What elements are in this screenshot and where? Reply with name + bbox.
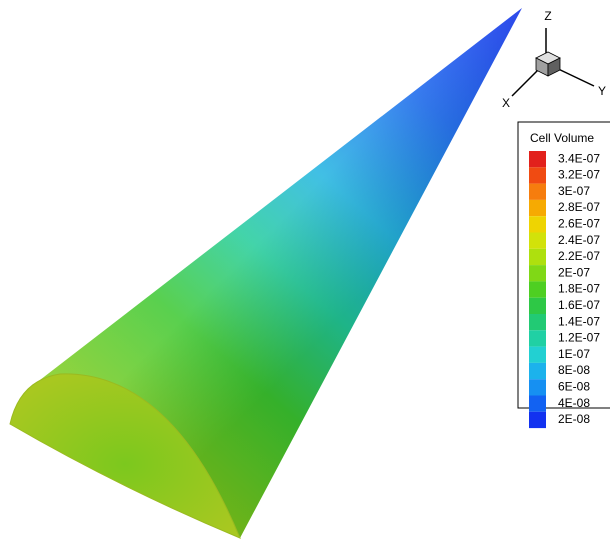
y-axis-label: Y — [598, 84, 606, 98]
legend-label: 8E-08 — [558, 363, 590, 377]
legend-swatch — [529, 249, 546, 265]
legend-label: 2.2E-07 — [558, 249, 600, 263]
legend-label: 1E-07 — [558, 347, 590, 361]
legend-label: 1.6E-07 — [558, 298, 600, 312]
legend-label: 2.8E-07 — [558, 200, 600, 214]
legend-label: 2.4E-07 — [558, 233, 600, 247]
legend-title: Cell Volume — [530, 131, 594, 145]
legend-label: 3.4E-07 — [558, 151, 600, 165]
legend-label: 2E-08 — [558, 412, 590, 426]
legend-label: 3E-07 — [558, 184, 590, 198]
legend-swatch — [529, 151, 546, 167]
legend-swatch — [529, 363, 546, 379]
legend-label: 1.4E-07 — [558, 314, 600, 328]
legend-swatch — [529, 412, 546, 428]
legend-swatch — [529, 216, 546, 232]
legend-swatch — [529, 347, 546, 363]
z-axis-label: Z — [544, 9, 551, 23]
legend-label: 2.6E-07 — [558, 217, 600, 231]
legend-swatch — [529, 379, 546, 395]
legend-label: 1.8E-07 — [558, 282, 600, 296]
legend-label: 4E-08 — [558, 396, 590, 410]
x-axis-label: X — [502, 96, 510, 110]
legend: Cell Volume 3.4E-07 3.2E-07 3E-07 2.8E-07 2.… — [518, 122, 610, 428]
legend-swatch — [529, 265, 546, 281]
legend-label: 2E-07 — [558, 265, 590, 279]
legend-swatch — [529, 167, 546, 183]
legend-swatch — [529, 330, 546, 346]
legend-swatch — [529, 281, 546, 297]
cone-body — [10, 8, 522, 538]
axes-triad: Z Y X — [502, 9, 606, 110]
legend-label: 6E-08 — [558, 380, 590, 394]
legend-swatch — [529, 233, 546, 249]
legend-swatch — [529, 314, 546, 330]
legend-label: 1.2E-07 — [558, 331, 600, 345]
legend-swatch — [529, 396, 546, 412]
legend-swatch — [529, 184, 546, 200]
visualization: Z Y X Cell Volume 3.4E-07 3.2E-07 3E-07 2.8… — [0, 0, 610, 543]
legend-label: 3.2E-07 — [558, 168, 600, 182]
legend-swatch — [529, 298, 546, 314]
x-axis-line — [512, 68, 540, 96]
legend-swatch — [529, 200, 546, 216]
